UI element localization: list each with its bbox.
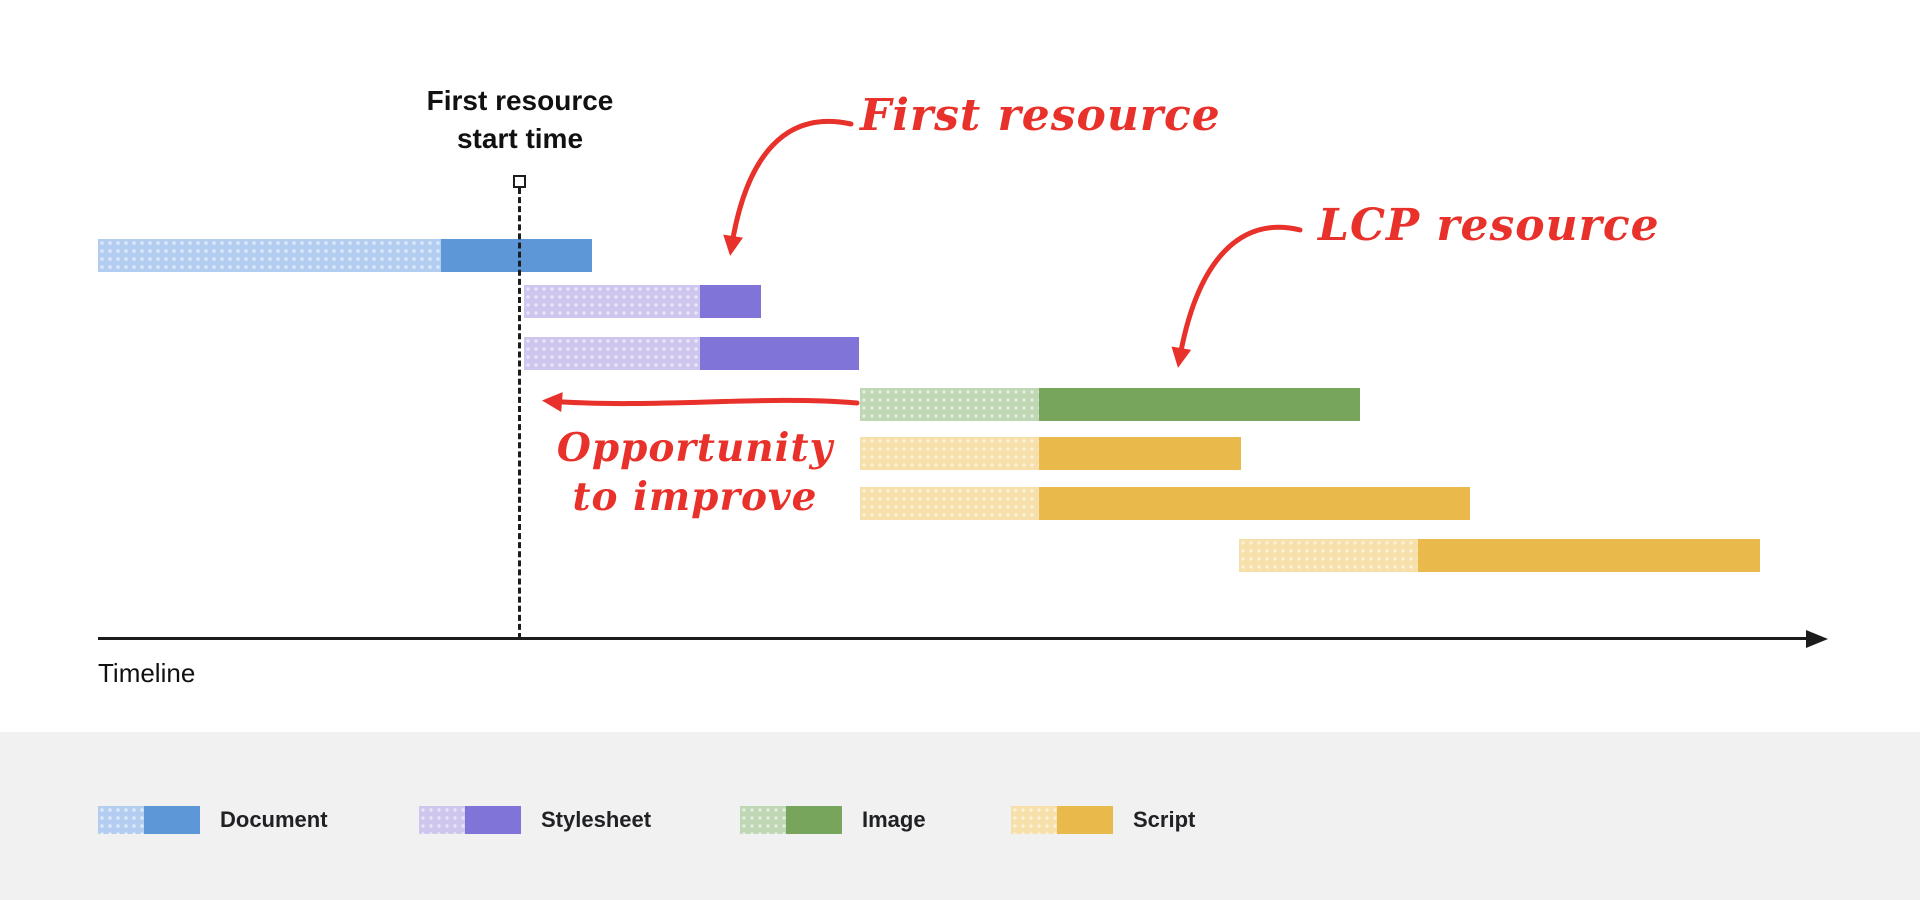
script-light-segment: [860, 437, 1039, 470]
legend-item-document: Document: [98, 806, 328, 834]
lcp-resource-annotation: LCP resource: [1318, 200, 1660, 251]
timeline-axis: [98, 637, 1810, 640]
legend-swatch-stylesheet-solid: [465, 806, 521, 834]
legend-item-image: Image: [740, 806, 926, 834]
script-solid-segment: [1039, 437, 1241, 470]
bar-script-7: [1239, 539, 1760, 572]
stylesheet-solid-segment: [700, 285, 761, 318]
timeline-label: Timeline: [98, 658, 196, 688]
stylesheet-solid-segment: [700, 337, 859, 370]
script-solid-segment: [1039, 487, 1470, 520]
legend-label-document: Document: [220, 807, 328, 832]
bar-stylesheet-3: [524, 337, 859, 370]
first-resource-start-time-label: First resource start time: [426, 85, 614, 154]
opportunity-arrow: [542, 392, 860, 413]
bar-document-1: [98, 239, 592, 272]
opportunity-to-improve-annotation: Opportunity to improve: [556, 425, 834, 520]
document-solid-segment: [441, 239, 592, 272]
legend-swatch-image-light: [740, 806, 786, 834]
timeline-axis-arrowhead: [1806, 629, 1828, 648]
legend-swatch-document-light: [98, 806, 144, 834]
script-solid-segment: [1418, 539, 1760, 572]
bar-image-4: [860, 388, 1360, 421]
legend-swatch-document-solid: [144, 806, 200, 834]
lcp-resource-arrow: [1171, 224, 1303, 368]
bar-script-5: [860, 437, 1241, 470]
first-resource-arrow: [723, 118, 854, 256]
first-resource-start-line: [518, 188, 521, 639]
script-light-segment: [1239, 539, 1418, 572]
legend-swatch-stylesheet-light: [419, 806, 465, 834]
script-light-segment: [860, 487, 1039, 520]
document-light-segment: [98, 239, 441, 272]
start-line-handle: [513, 175, 526, 188]
image-light-segment: [860, 388, 1039, 421]
legend-background: [0, 732, 1920, 900]
legend-swatch-script-solid: [1057, 806, 1113, 834]
legend-item-script: Script: [1011, 806, 1195, 834]
legend-label-script: Script: [1133, 807, 1196, 832]
bar-stylesheet-2: [524, 285, 761, 318]
legend-label-stylesheet: Stylesheet: [541, 807, 652, 832]
legend-label-image: Image: [862, 807, 926, 832]
legend-swatch-image-solid: [786, 806, 842, 834]
image-solid-segment: [1039, 388, 1360, 421]
stylesheet-light-segment: [524, 337, 700, 370]
legend-swatch-script-light: [1011, 806, 1057, 834]
first-resource-annotation: First resource: [860, 90, 1221, 141]
legend-item-stylesheet: Stylesheet: [419, 806, 651, 834]
stylesheet-light-segment: [524, 285, 700, 318]
bar-script-6: [860, 487, 1470, 520]
